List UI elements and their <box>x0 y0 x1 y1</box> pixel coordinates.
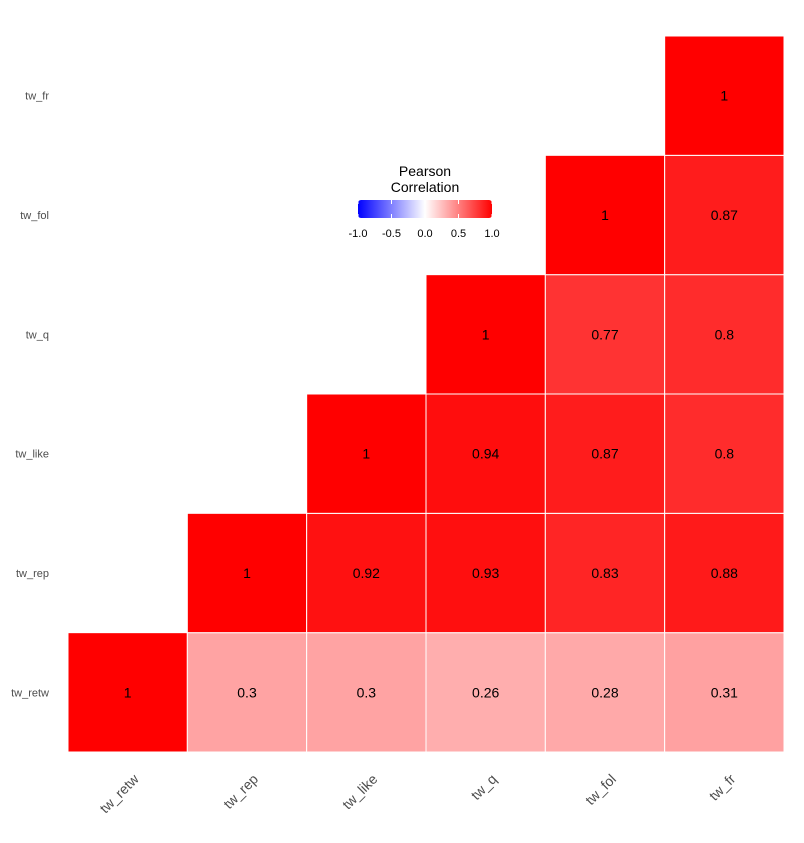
x-tick-label: tw_q <box>468 771 500 803</box>
cell-value-label: 0.8 <box>715 446 735 462</box>
cell-value-label: 0.94 <box>472 446 499 462</box>
cell-value-label: 0.8 <box>715 326 735 342</box>
heatmap-cell-tw_rep-tw_fol <box>544 512 666 634</box>
heatmap-cell-tw_like-tw_like <box>306 393 427 514</box>
x-axis-tick-labels: tw_retw tw_rep tw_like tw_q tw_fol tw_fr <box>96 770 738 816</box>
x-tick-label: tw_like <box>339 771 381 813</box>
legend-color-bar <box>358 200 492 218</box>
x-tick-label: tw_fol <box>582 771 619 808</box>
y-tick-label: tw_like <box>15 449 49 461</box>
cell-value-label: 0.83 <box>591 565 618 581</box>
legend-title-line-2: Correlation <box>391 179 459 195</box>
cell-value-label: 0.3 <box>237 684 257 700</box>
x-tick-label: tw_rep <box>220 771 261 812</box>
cell-value-label: 0.28 <box>591 684 618 700</box>
cell-value-label: 0.92 <box>353 565 380 581</box>
heatmap-value-labels: 1 0.3 0.3 0.26 0.28 0.31 1 0.92 0.93 0.83 0.88 1 0.9… <box>124 88 738 701</box>
heatmap-cell-tw_q-tw_fol <box>544 274 666 395</box>
y-tick-label: tw_fr <box>25 91 49 103</box>
cell-value-label: 1 <box>243 565 251 581</box>
heatmap-cell-tw_q-tw_fr <box>664 274 785 395</box>
cell-value-label: 1 <box>124 684 132 700</box>
y-tick-label: tw_retw <box>11 687 49 699</box>
x-tick-label: tw_retw <box>96 770 142 816</box>
heatmap-cell-tw_fol-tw_fol <box>544 154 666 276</box>
legend-tick-label: -0.5 <box>382 228 401 240</box>
cell-value-label: 0.87 <box>591 446 618 462</box>
cell-value-label: 0.87 <box>711 207 738 223</box>
cell-value-label: 0.26 <box>472 684 499 700</box>
heatmap-cell-tw_fr-tw_fr <box>664 35 785 156</box>
cell-value-label: 0.88 <box>711 565 738 581</box>
y-tick-label: tw_fol <box>20 210 49 222</box>
heatmap-cell-tw_rep-tw_fr <box>664 512 785 634</box>
heatmap-cell-tw_retw-tw_fol <box>544 632 666 753</box>
y-tick-label: tw_rep <box>16 568 49 580</box>
heatmap-cell-tw_retw-tw_fr <box>664 632 785 753</box>
cell-value-label: 0.31 <box>711 684 738 700</box>
heatmap-cell-tw_rep-tw_like <box>306 512 427 634</box>
heatmap-cell-tw_retw-tw_retw <box>67 632 188 753</box>
heatmap-cell-tw_retw-tw_rep <box>186 632 308 753</box>
cell-value-label: 1 <box>482 326 490 342</box>
cell-value-label: 1 <box>601 207 609 223</box>
heatmap-cell-tw_rep-tw_q <box>425 512 546 634</box>
y-tick-label: tw_q <box>26 329 49 341</box>
heatmap-cell-tw_like-tw_fr <box>664 393 785 514</box>
heatmap-cell-tw_like-tw_q <box>425 393 546 514</box>
legend: Pearson Correlation -1.0 -0.5 0.0 0.5 1.0 <box>349 163 500 240</box>
cell-value-label: 1 <box>362 446 370 462</box>
heatmap-cell-tw_rep-tw_rep <box>186 512 308 634</box>
legend-ticks: -1.0 -0.5 0.0 0.5 1.0 <box>349 200 500 240</box>
legend-tick-label: -1.0 <box>349 228 368 240</box>
legend-tick-label: 1.0 <box>484 228 499 240</box>
heatmap-cell-tw_retw-tw_q <box>425 632 546 753</box>
cell-value-label: 1 <box>720 88 728 104</box>
heatmap-cell-tw_fol-tw_fr <box>664 154 785 276</box>
heatmap-cell-tw_q-tw_q <box>425 274 546 395</box>
legend-tick-label: 0.0 <box>417 228 432 240</box>
legend-tick-label: 0.5 <box>451 228 466 240</box>
x-tick-label: tw_fr <box>706 771 739 804</box>
cell-value-label: 0.77 <box>591 326 618 342</box>
y-axis-tick-labels: tw_retw tw_rep tw_like tw_q tw_fol tw_fr <box>11 91 49 700</box>
heatmap-tiles <box>67 35 785 753</box>
legend-title-line-1: Pearson <box>399 163 451 179</box>
cell-value-label: 0.3 <box>357 684 377 700</box>
cell-value-label: 0.93 <box>472 565 499 581</box>
